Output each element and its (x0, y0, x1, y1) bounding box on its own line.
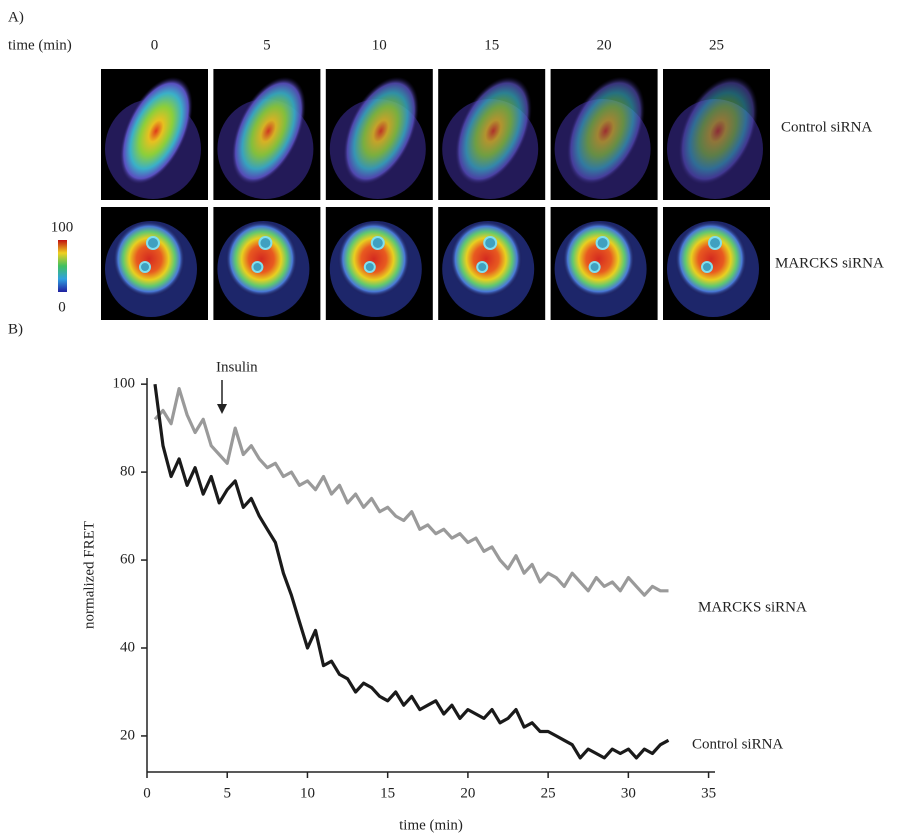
cell-body (231, 76, 306, 186)
y-axis-title: normalized FRET (81, 521, 97, 629)
cell-image (438, 69, 546, 200)
cell-image (663, 69, 770, 200)
x-tick-label: 35 (701, 785, 716, 801)
cell-image (101, 207, 208, 320)
colorbar (58, 240, 67, 292)
cell-body (677, 76, 759, 186)
y-tick-label: 80 (120, 464, 135, 480)
y-tick-label: 100 (113, 376, 136, 392)
nucleus (595, 236, 610, 250)
cell-body (566, 76, 645, 186)
x-axis-title: time (min) (399, 817, 463, 833)
nucleus (251, 261, 264, 273)
panel-label: A) (8, 9, 24, 25)
colorbar-min: 0 (58, 299, 66, 315)
y-tick-label: 40 (120, 639, 135, 655)
series-line (153, 387, 669, 597)
cell-body (562, 221, 635, 297)
cell-image (550, 207, 658, 320)
cell-body (675, 221, 747, 297)
cell-body (225, 221, 298, 297)
x-tick-label: 10 (300, 785, 315, 801)
time-label: time (min) (8, 37, 72, 53)
x-tick-label: 30 (621, 785, 636, 801)
nucleus (483, 236, 498, 250)
row-label: MARCKS siRNA (775, 255, 884, 271)
nucleus (701, 261, 713, 273)
x-tick-label: 5 (223, 785, 231, 801)
line-chart: 20 40 60 80 100 0 5 10 15 20 25 30 35 time (min) norma… (81, 359, 807, 833)
nucleus (363, 261, 376, 273)
time-value: 10 (372, 37, 387, 53)
time-value: 25 (709, 37, 724, 53)
nucleus (476, 261, 489, 273)
cell-image (438, 207, 546, 320)
colorbar-max: 100 (51, 219, 74, 235)
cell-body (450, 221, 523, 297)
series-line (153, 383, 670, 760)
cell-image (325, 207, 433, 320)
annotation-arrowhead (217, 404, 227, 414)
y-tick-label: 60 (120, 551, 135, 567)
cell-image (101, 69, 208, 200)
nucleus (370, 236, 385, 250)
annotation: Insulin (216, 359, 258, 375)
nucleus (146, 236, 160, 250)
cell-image (213, 207, 321, 320)
nucleus (258, 236, 273, 250)
time-value: 0 (151, 37, 159, 53)
time-value: 15 (484, 37, 499, 53)
x-tick-label: 25 (541, 785, 556, 801)
cell-image (663, 207, 770, 320)
row-label: Control siRNA (781, 119, 872, 135)
x-tick-label: 20 (460, 785, 475, 801)
x-tick-label: 15 (380, 785, 395, 801)
cell-image (213, 69, 321, 200)
x-tick-label: 0 (143, 785, 151, 801)
cell-body (119, 76, 193, 186)
nucleus (139, 261, 151, 273)
series-label: Control siRNA (692, 736, 783, 752)
time-value: 20 (597, 37, 612, 53)
nucleus (588, 261, 601, 273)
cell-body (337, 221, 410, 297)
series-label: MARCKS siRNA (698, 599, 807, 615)
y-tick-label: 20 (120, 727, 135, 743)
nucleus (708, 236, 722, 250)
cell-body (454, 76, 532, 186)
panel-label: B) (8, 321, 23, 337)
cell-image (325, 69, 433, 200)
cell-image (550, 69, 658, 200)
time-value: 5 (263, 37, 271, 53)
cell-body (342, 76, 419, 186)
cell-body (113, 221, 185, 297)
